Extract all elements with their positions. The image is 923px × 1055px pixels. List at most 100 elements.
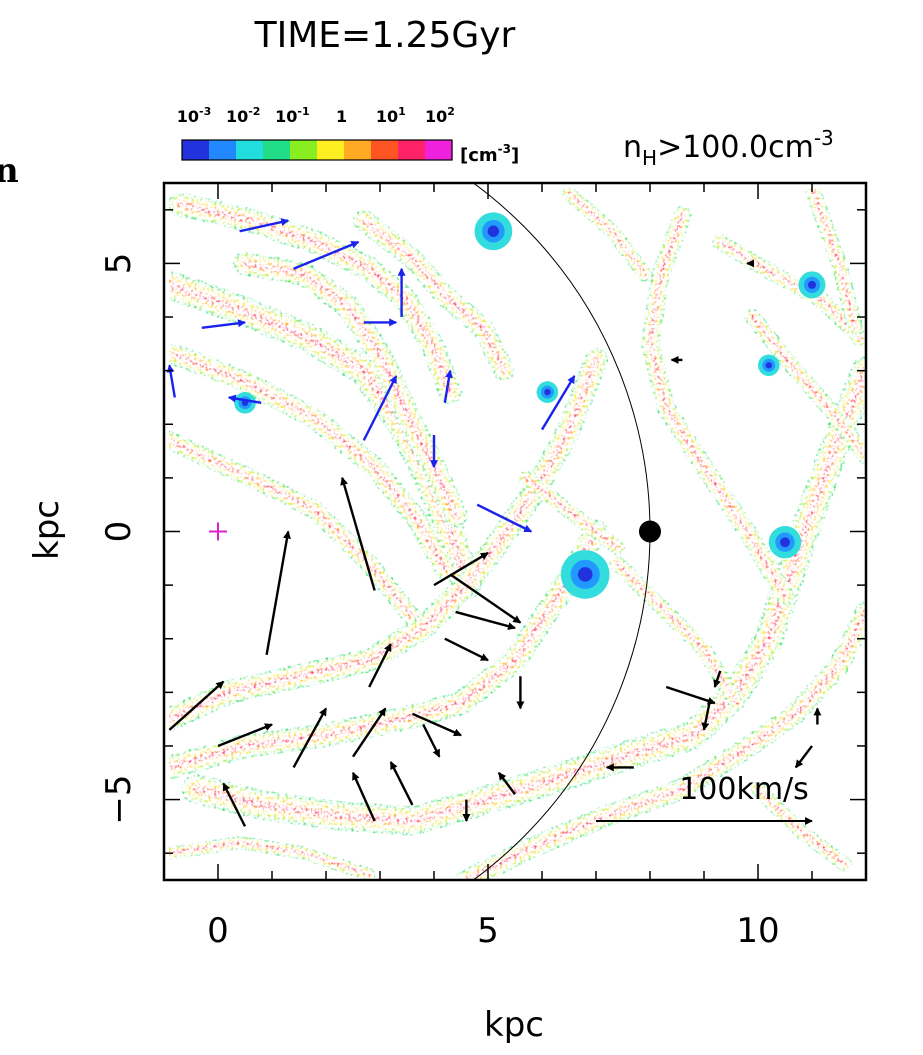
density-filament: [164, 347, 609, 732]
density-filament: [561, 186, 653, 282]
y-tick-label: 0: [99, 521, 139, 543]
velocity-arrow: [227, 394, 262, 405]
filament-band: [719, 241, 862, 340]
clump-center: [487, 225, 500, 237]
colorbar-swatch: [344, 140, 372, 160]
filament-band: [168, 439, 414, 619]
velocity-arrow: [239, 218, 290, 233]
x-axis-label: kpc: [484, 1005, 544, 1045]
colorbar-tick-label: 10-2: [226, 105, 261, 126]
colorbar-tick-label: 10-3: [177, 105, 212, 126]
colorbar-swatch: [290, 140, 318, 160]
filament-band: [190, 364, 866, 827]
velocity-arrow: [293, 240, 360, 270]
velocity-arrow: [168, 680, 225, 731]
filament-band: [168, 530, 598, 769]
filament-band: [184, 359, 866, 833]
x-tick-label: 10: [736, 911, 779, 951]
scale-arrow: 100km/s: [596, 772, 813, 826]
density-filament: [164, 519, 609, 780]
velocity-arrow: [389, 761, 414, 806]
sun-position-marker: [639, 520, 661, 543]
velocity-arrow: [201, 319, 246, 329]
colorbar: 10-3 10-2 10-1 1 101 102 [cm-3]: [177, 105, 519, 166]
density-filament: [164, 430, 422, 627]
colorbar-swatch: [371, 140, 399, 160]
colorbar-swatch: [182, 140, 210, 160]
colorbar-swatch: [317, 140, 345, 160]
colorbar-tick-label: 101: [376, 105, 406, 126]
velocity-arrow: [794, 745, 813, 769]
filament-band: [568, 192, 646, 275]
velocity-arrow: [362, 375, 398, 441]
filament-band: [192, 367, 866, 825]
y-tick-label: −5: [99, 775, 139, 825]
colorbar-tick-label: 102: [425, 105, 455, 126]
galactic-center-plus-marker: [209, 522, 227, 541]
density-filament: [609, 555, 745, 712]
filament-band: [757, 788, 846, 865]
filament-band: [616, 562, 738, 704]
colorbar-gradient: [181, 139, 453, 161]
colorbar-swatch: [425, 140, 453, 160]
colorbar-swatch: [398, 140, 426, 160]
density-filament: [744, 308, 866, 465]
density-filament: [164, 835, 376, 880]
low-density-clumps: [234, 212, 826, 599]
filament-band: [465, 610, 866, 880]
velocity-arrow: [352, 707, 387, 758]
velocity-arrow: [540, 375, 576, 431]
clump-center: [577, 567, 593, 582]
velocity-arrow: [222, 782, 247, 827]
time-title: TIME=1.25Gyr: [254, 15, 516, 56]
clipped-edge-label: n: [0, 151, 19, 191]
axis-minor-ticks: [163, 183, 867, 880]
density-filament: [353, 209, 515, 382]
velocity-arrow: [713, 670, 722, 688]
colorbar-swatch: [209, 140, 237, 160]
clump-center: [780, 537, 790, 548]
density-filament: [455, 601, 866, 880]
velocity-arrow: [351, 771, 376, 822]
filament-band: [187, 362, 866, 830]
x-tick-label: 5: [477, 911, 499, 951]
scale-arrow-label: 100km/s: [679, 772, 809, 807]
velocity-arrow: [422, 723, 441, 758]
filament-band: [168, 358, 598, 721]
velocity-arrows: [166, 218, 822, 827]
filament-band: [173, 353, 446, 571]
velocity-arrow: [701, 702, 711, 731]
filament-band: [362, 219, 506, 372]
velocity-arrow: [497, 771, 516, 795]
colorbar-unit-label: [cm-3]: [460, 142, 519, 166]
filament-band: [181, 355, 866, 836]
density-filament: [518, 470, 626, 556]
y-tick-label: 5: [99, 253, 139, 275]
velocity-arrow: [665, 685, 716, 705]
density-filament: [164, 343, 456, 580]
density-filament: [712, 233, 866, 347]
colorbar-tick-label: 10-1: [275, 105, 310, 126]
colorbar-border: [181, 139, 453, 161]
velocity-arrow: [411, 712, 462, 737]
velocity-arrow: [455, 610, 516, 631]
filament-band: [751, 316, 866, 458]
filament-band: [178, 203, 452, 394]
velocity-arrow: [217, 723, 273, 748]
y-tick-labels: 5 0 −5: [99, 253, 139, 825]
density-filament: [750, 781, 852, 872]
x-tick-labels: 0 5 10: [207, 911, 779, 951]
clump-center: [808, 280, 816, 289]
density-filament: [168, 192, 463, 405]
filament-band: [811, 187, 857, 329]
filament-band: [194, 369, 866, 823]
density-filament: [640, 205, 795, 606]
colorbar-tick-label: 1: [336, 107, 347, 126]
velocity-arrow: [444, 637, 489, 662]
clump-center: [544, 388, 551, 396]
velocity-arrow: [340, 476, 376, 591]
density-threshold-label: nH>100.0cm-3: [623, 126, 834, 170]
filament-band: [168, 841, 370, 876]
velocity-arrow: [443, 369, 453, 404]
filament-band: [524, 477, 619, 549]
